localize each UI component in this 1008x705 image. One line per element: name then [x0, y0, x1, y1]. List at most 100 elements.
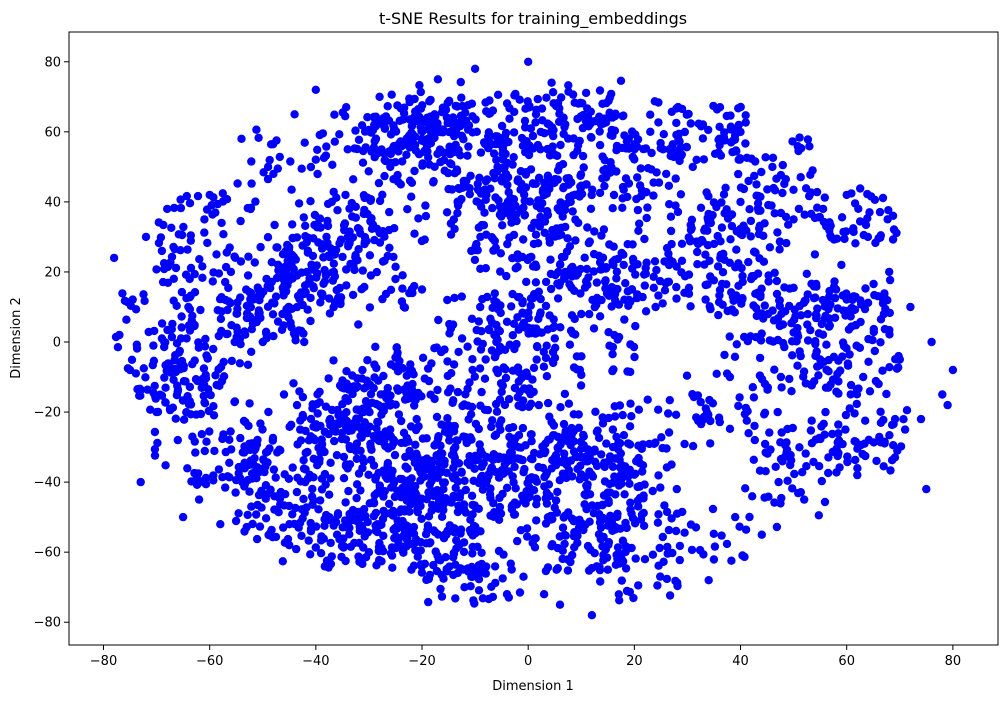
data-point — [750, 171, 759, 181]
data-point — [789, 185, 798, 194]
data-point — [341, 498, 350, 507]
data-point — [450, 293, 459, 303]
data-point — [727, 306, 737, 315]
data-point — [209, 344, 218, 354]
data-point — [156, 233, 166, 242]
data-point — [768, 153, 778, 162]
data-point — [735, 393, 744, 402]
data-point — [672, 282, 681, 292]
data-point — [418, 159, 427, 168]
data-point — [417, 392, 426, 401]
data-point — [242, 309, 252, 318]
data-point — [601, 173, 611, 182]
data-point — [497, 207, 506, 217]
data-point — [736, 154, 745, 163]
data-point — [753, 199, 763, 208]
data-point — [725, 372, 735, 382]
data-point — [543, 144, 552, 154]
data-point — [294, 523, 303, 532]
data-point — [505, 114, 514, 123]
data-point — [248, 519, 257, 529]
data-point — [833, 438, 842, 447]
data-point — [532, 105, 541, 115]
data-point — [660, 286, 670, 295]
data-point — [619, 431, 629, 440]
data-point — [445, 436, 454, 445]
data-point — [531, 230, 541, 239]
data-point — [763, 385, 772, 394]
data-point — [418, 353, 428, 362]
data-point — [663, 277, 672, 287]
data-point — [875, 207, 885, 217]
data-point — [351, 202, 360, 211]
data-point — [571, 269, 580, 279]
data-point — [624, 295, 634, 305]
data-point — [326, 458, 335, 467]
data-point — [740, 332, 749, 342]
data-point — [349, 382, 359, 391]
data-point — [556, 403, 565, 412]
data-point — [366, 271, 376, 280]
data-point — [368, 220, 378, 229]
data-point — [218, 434, 227, 444]
data-point — [638, 461, 648, 470]
data-point — [561, 473, 570, 482]
data-point — [183, 245, 192, 254]
data-point — [757, 530, 766, 539]
data-point — [772, 276, 781, 286]
data-point — [519, 572, 528, 581]
data-point — [326, 559, 336, 569]
data-point — [577, 471, 586, 480]
data-point — [417, 285, 427, 294]
data-point — [595, 140, 605, 150]
data-point — [399, 115, 408, 124]
data-point — [533, 342, 542, 352]
data-point — [278, 283, 287, 292]
data-point — [612, 432, 621, 442]
data-point — [576, 171, 585, 180]
data-point — [328, 276, 338, 285]
data-point — [846, 390, 855, 399]
data-point — [250, 258, 259, 267]
data-point — [477, 202, 486, 211]
data-point — [231, 253, 240, 262]
data-point — [523, 478, 532, 488]
data-point — [488, 203, 497, 213]
data-point — [299, 456, 308, 465]
data-point — [201, 334, 210, 344]
data-point — [208, 210, 217, 219]
data-point — [517, 133, 527, 143]
data-point — [577, 309, 586, 319]
data-point — [141, 373, 150, 382]
data-point — [381, 472, 390, 481]
data-point — [442, 208, 452, 217]
data-point — [181, 270, 191, 279]
data-point — [414, 214, 423, 223]
data-point — [639, 508, 648, 518]
data-point — [309, 284, 318, 293]
data-point — [392, 343, 401, 352]
data-point — [411, 535, 421, 544]
data-point — [325, 490, 334, 499]
data-point — [855, 343, 865, 352]
data-point — [534, 314, 543, 324]
data-point — [761, 467, 770, 476]
data-point — [468, 549, 477, 558]
data-point — [254, 490, 264, 500]
data-point — [495, 420, 504, 429]
data-point — [677, 239, 687, 248]
data-point — [716, 237, 725, 246]
data-point — [640, 555, 650, 564]
data-point — [534, 400, 543, 410]
data-point — [175, 346, 184, 356]
data-point — [363, 113, 372, 122]
data-point — [497, 163, 507, 173]
data-point — [555, 104, 564, 113]
data-point — [243, 360, 253, 369]
data-point — [451, 118, 460, 128]
data-point — [803, 135, 813, 144]
data-point — [474, 424, 483, 434]
data-point — [442, 530, 451, 539]
data-point — [664, 409, 673, 418]
data-point — [243, 510, 252, 520]
